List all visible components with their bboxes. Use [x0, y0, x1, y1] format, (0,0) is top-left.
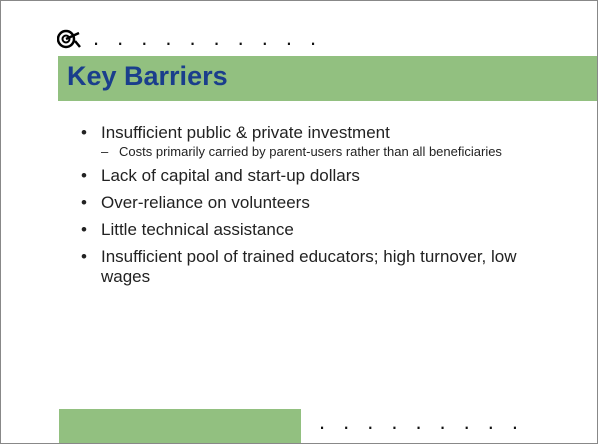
dots-decoration: .......... [93, 25, 335, 50]
slide-title: Key Barriers [67, 61, 228, 91]
bullet-text: Over-reliance on volunteers [101, 193, 310, 212]
footer-bar [59, 409, 301, 443]
sub-bullet: Costs primarily carried by parent-users … [101, 145, 541, 160]
bullet: Little technical assistance [81, 220, 541, 240]
logo-icon [57, 29, 81, 49]
bullet-text: Insufficient public & private investment [101, 123, 390, 142]
bullet-list: Insufficient public & private investment… [81, 123, 541, 294]
bullet-text: Insufficient pool of trained educators; … [101, 247, 517, 286]
bullet-text: Lack of capital and start-up dollars [101, 166, 360, 185]
bullet: Lack of capital and start-up dollars [81, 166, 541, 186]
title-bar [58, 56, 597, 101]
bullet: Insufficient public & private investment… [81, 123, 541, 159]
bullet: Over-reliance on volunteers [81, 193, 541, 213]
bullet: Insufficient pool of trained educators; … [81, 247, 541, 287]
sub-list: Costs primarily carried by parent-users … [101, 145, 541, 160]
dots-decoration: ......... [319, 409, 537, 434]
bullet-text: Little technical assistance [101, 220, 294, 239]
